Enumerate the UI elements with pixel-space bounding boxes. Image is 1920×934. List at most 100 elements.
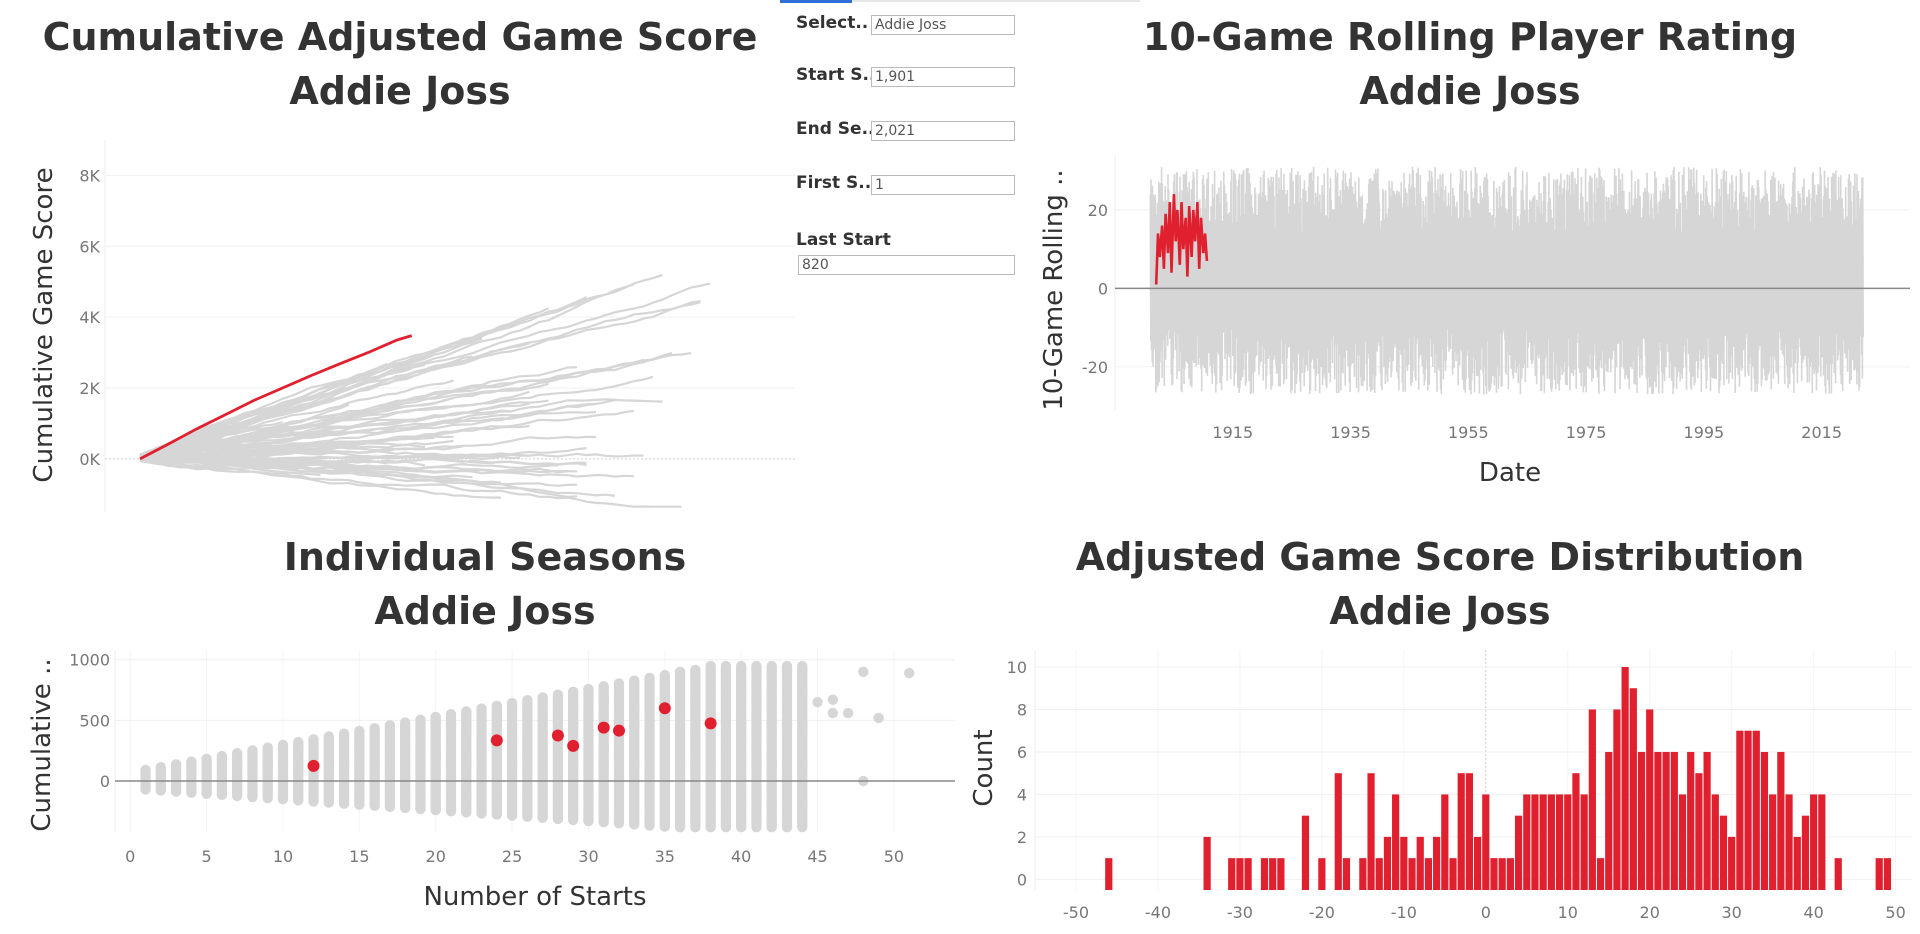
distribution-bar (1564, 794, 1572, 890)
background-season-point (552, 689, 564, 700)
background-season-point (720, 660, 732, 672)
cumulative-player-name: Addie Joss (289, 69, 511, 113)
seasons-x-tick-label: 25 (502, 847, 522, 866)
filter-end-season-label: End Se.. (796, 119, 875, 139)
distribution-x-tick-label: -20 (1309, 903, 1335, 922)
distribution-bar (1236, 858, 1244, 890)
background-career-line (139, 355, 473, 458)
background-season-point (583, 683, 594, 695)
filter-last-start-input[interactable]: 820 (798, 255, 1015, 275)
distribution-bar (1277, 858, 1285, 890)
seasons-x-axis-title: Number of Starts (423, 882, 646, 912)
seasons-chart-title: Individual Seasons Addie Joss (100, 530, 870, 638)
background-career-line (139, 460, 502, 499)
distribution-bar (1465, 773, 1473, 890)
background-season-point (140, 764, 151, 776)
filter-last-start-label: Last Start (796, 230, 891, 250)
background-season-point (262, 742, 273, 753)
distribution-bar (1613, 709, 1621, 890)
background-season-point (659, 669, 671, 681)
background-rolling-band (1149, 166, 1864, 395)
background-season-point (247, 745, 258, 756)
distribution-bar (1678, 794, 1687, 890)
seasons-y-tick-label: 1000 (69, 651, 110, 670)
distribution-bar (1301, 815, 1310, 890)
distribution-bar (1424, 858, 1433, 890)
background-season-point (308, 734, 319, 745)
distribution-bar (1801, 815, 1810, 890)
rolling-chart-title: 10-Game Rolling Player Rating Addie Joss (1080, 10, 1860, 118)
filter-start-season-label: Start S.. (796, 65, 876, 85)
filter-start-season-input[interactable]: 1,901 (871, 67, 1015, 87)
distribution-bar (1793, 836, 1801, 890)
distribution-bar (1728, 836, 1736, 890)
background-season-point (186, 756, 197, 767)
background-season-point (415, 714, 426, 725)
background-season-point (735, 660, 747, 672)
seasons-x-tick-label: 5 (202, 847, 212, 866)
distribution-y-tick-label: 6 (1017, 743, 1027, 762)
distribution-x-tick-label: -30 (1227, 903, 1253, 922)
background-season-point (567, 686, 579, 698)
background-season-point (461, 706, 472, 717)
distribution-bar (1498, 858, 1506, 890)
distribution-bar (1359, 858, 1367, 890)
distribution-bar (1375, 858, 1383, 890)
rolling-x-tick-label: 1935 (1330, 423, 1371, 442)
rolling-x-tick-label: 1955 (1448, 423, 1489, 442)
distribution-bar (1875, 858, 1883, 890)
background-season-point (354, 725, 365, 737)
background-season-point (430, 711, 441, 723)
filter-player-input[interactable]: Addie Joss (871, 15, 1015, 35)
distribution-bar (1695, 773, 1703, 890)
background-season-point (201, 753, 212, 765)
background-career-line (139, 366, 578, 457)
distribution-bar (1769, 794, 1777, 890)
distribution-bar (1572, 773, 1580, 890)
background-season-point (399, 717, 411, 728)
distribution-bar (1260, 858, 1269, 890)
distribution-x-tick-label: -10 (1391, 903, 1417, 922)
distribution-bar (1654, 751, 1662, 890)
distribution-y-tick-label: 4 (1017, 785, 1027, 804)
distribution-bar (1367, 773, 1375, 890)
distribution-bar (1555, 794, 1564, 890)
distribution-bar (1523, 794, 1531, 890)
rolling-x-tick-label: 1975 (1566, 423, 1607, 442)
background-season-point (690, 664, 701, 676)
distribution-bar (1408, 858, 1416, 890)
seasons-x-tick-label: 45 (807, 847, 827, 866)
distribution-x-tick-label: 0 (1481, 903, 1491, 922)
distribution-bar (1318, 858, 1326, 890)
seasons-x-tick-label: 15 (349, 847, 369, 866)
background-season-point (338, 728, 350, 739)
seasons-player-name: Addie Joss (374, 589, 596, 633)
distribution-bar (1457, 773, 1465, 890)
distribution-bar (1760, 751, 1769, 890)
background-season-point (629, 675, 640, 686)
filter-end-season-input[interactable]: 2,021 (871, 121, 1015, 141)
distribution-bar (1416, 836, 1424, 890)
seasons-x-tick-label: 35 (655, 847, 675, 866)
seasons-y-axis-title: Cumulative .. (27, 658, 57, 831)
distribution-bar (1474, 836, 1482, 890)
background-career-line (139, 379, 454, 458)
distribution-bar (1687, 751, 1695, 890)
distribution-bar (1514, 815, 1523, 890)
background-season-point (476, 703, 487, 714)
filter-first-start-input[interactable]: 1 (871, 175, 1015, 195)
distribution-bar (1244, 858, 1252, 890)
background-season-point (155, 762, 167, 773)
highlight-rolling-line (1154, 194, 1209, 285)
distribution-bar (1482, 794, 1490, 890)
distribution-bar (1777, 751, 1785, 890)
filter-panel-active-tab-indicator (780, 0, 852, 3)
background-career-line (139, 307, 549, 456)
background-career-line (139, 430, 340, 460)
distribution-x-tick-label: -40 (1145, 903, 1171, 922)
distribution-bar (1105, 858, 1113, 890)
distribution-bar (1810, 794, 1818, 890)
background-season-point (537, 692, 548, 703)
